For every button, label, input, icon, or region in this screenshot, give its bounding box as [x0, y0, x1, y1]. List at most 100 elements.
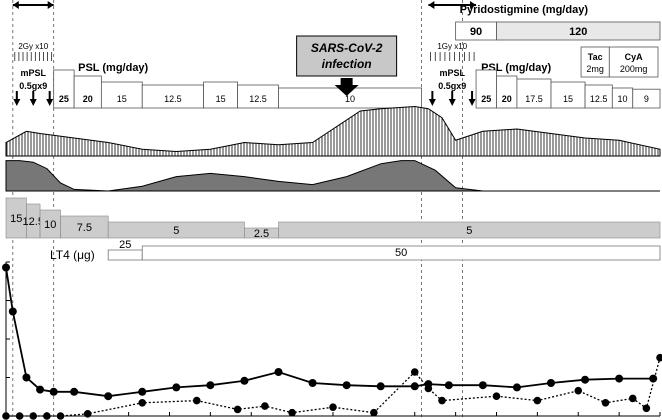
psl-dose-1: 20: [83, 94, 93, 104]
arrowhead-left-0: [12, 1, 19, 9]
psl-dose-3: 12.5: [164, 94, 182, 104]
solid-series-line: [5, 267, 654, 398]
mpsl-arrow-head-0-0: [13, 99, 21, 106]
solid-series-point: [70, 387, 79, 396]
psl-dose-8: 20: [502, 94, 512, 104]
psl-box-2: [100, 81, 143, 109]
dotted-series-point: [438, 396, 446, 405]
dotted-series-line: [6, 357, 661, 417]
lt4-dose-1: 50: [395, 247, 407, 259]
dotted-series-point: [56, 412, 65, 420]
solid-series-point: [36, 385, 45, 394]
upper-wave: [5, 105, 661, 157]
psl-dose-2: 15: [117, 94, 127, 104]
solid-series-point: [410, 382, 419, 391]
solid-series-point: [138, 387, 147, 396]
solid-series-point: [649, 374, 658, 383]
mpsl-dose-0: 0.5gx9: [19, 81, 47, 91]
dotted-series-point: [192, 396, 201, 405]
solid-series-point: [240, 376, 249, 385]
dotted-series-point: [29, 412, 38, 420]
solid-series-point: [274, 368, 283, 376]
lower-wave: [5, 160, 660, 192]
solid-series-point: [512, 383, 521, 392]
sars-box: [296, 35, 398, 77]
solid-series-point: [424, 380, 433, 389]
sars-subtitle: infection: [322, 57, 372, 71]
cya-box: [608, 46, 659, 78]
psl-dose-7: 25: [481, 94, 491, 104]
cya-name: CyA: [625, 52, 644, 62]
psl-dose-5: 12.5: [249, 94, 267, 104]
psl-box-1: [73, 75, 102, 109]
lt4-label: LT4 (μg): [50, 248, 95, 262]
lower-plot: [2, 261, 662, 420]
sars-title: SARS-CoV-2: [311, 41, 383, 55]
dotted-series-point: [492, 392, 501, 401]
lt4-box-0: [107, 249, 143, 261]
arrowhead-left-1: [428, 1, 435, 9]
mpsl-arrow-head-0-2: [46, 99, 54, 106]
gray-dose-band: 15 12.5 10 7.5 5 2.5 5: [5, 197, 661, 240]
psl-dose-10: 15: [563, 94, 573, 104]
psl-dose-13: 9: [644, 94, 649, 104]
solid-series-point: [342, 381, 351, 390]
tac-dose: 2mg: [586, 64, 604, 74]
band-dose-2: 10: [44, 219, 56, 231]
mpsl-arrow-head-0-1: [29, 99, 37, 106]
psl-label-2: PSL (mg/day): [481, 62, 551, 74]
solid-series-point: [615, 374, 624, 383]
sars-arrow: [334, 78, 359, 96]
solid-series-point: [49, 387, 58, 396]
pyridostigmine-label: Pyridostigmine (mg/day): [460, 4, 589, 16]
solid-series-point: [478, 381, 487, 390]
pyridostigmine-dose-1: 120: [569, 26, 587, 38]
band-dose-6: 5: [466, 225, 472, 237]
solid-series-point: [172, 383, 181, 392]
tac-box: [580, 46, 610, 78]
dotted-series-point: [43, 412, 51, 420]
pyridostigmine-dose-0: 90: [470, 26, 482, 38]
band-dose-5: 2.5: [254, 228, 269, 240]
dotted-series-point: [233, 405, 242, 414]
arrowhead-right-1: [470, 1, 477, 9]
solid-series-point: [8, 307, 17, 316]
mpsl-arrow-head-1-1: [448, 99, 456, 106]
lt4-box-1: [141, 245, 661, 261]
psl-dose-11: 12.5: [590, 94, 608, 104]
dotted-series-point: [329, 403, 337, 412]
radiation-label-1: 1Gy x10: [437, 42, 467, 51]
arrowhead-right-0: [47, 1, 54, 9]
dotted-series-point: [601, 399, 610, 407]
radiation-label-0: 2Gy x10: [18, 42, 48, 51]
mpsl-arrow-head-1-0: [428, 99, 436, 106]
psl-box-13: [632, 88, 661, 109]
solid-series-point: [581, 375, 590, 384]
dotted-series-point: [574, 386, 583, 395]
psl-label-1: PSL (mg/day): [78, 62, 148, 74]
psl-dose-9: 17.5: [525, 94, 543, 104]
lt4-dose-0: 25: [119, 239, 131, 251]
mpsl-label-0: mPSL: [20, 68, 46, 78]
band-dose-0: 15: [10, 213, 22, 225]
treatment-timeline: 2Gy x10 1Gy x10 mPSL 0.5gx9 mPSL 0.5gx9 PSL (m…: [12, 1, 661, 109]
dotted-series-point: [533, 396, 542, 405]
psl-dose-12: 10: [618, 94, 628, 104]
symptom-waves: [5, 105, 661, 192]
solid-series-point: [104, 392, 113, 401]
dotted-series-point: [410, 368, 419, 376]
dotted-series-point: [370, 408, 378, 417]
solid-series-point: [206, 381, 215, 390]
mpsl-arrow-head-1-2: [468, 99, 476, 106]
tac-name: Tac: [588, 52, 603, 62]
dotted-series-point: [642, 404, 651, 413]
dotted-series-point: [656, 353, 662, 362]
solid-series-point: [376, 382, 385, 391]
dotted-series-point: [83, 410, 92, 418]
dotted-series-point: [2, 412, 10, 420]
dotted-series-point: [261, 402, 269, 410]
lt4-band: LT4 (μg) 25 50: [50, 239, 661, 262]
mpsl-dose-1: 0.5gx9: [438, 81, 466, 91]
band-dose-3: 7.5: [77, 222, 92, 234]
